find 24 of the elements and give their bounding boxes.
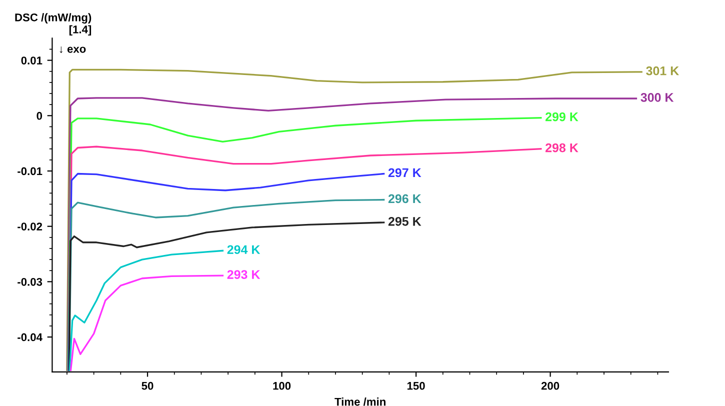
x-axis-title: Time /min xyxy=(334,398,386,406)
series-label: 298 K xyxy=(546,143,578,152)
series-label: 296 K xyxy=(388,194,422,204)
x-tick-label: 150 xyxy=(407,382,425,390)
y-tick-label: 0 xyxy=(36,112,42,120)
line-series xyxy=(70,274,224,372)
series-label: 297 K xyxy=(388,168,422,178)
x-tick-label: 100 xyxy=(273,382,291,390)
series-label: 299 K xyxy=(546,112,578,122)
x-tick-label: 200 xyxy=(541,382,560,390)
y-tick-label: -0.01 xyxy=(18,167,42,176)
series-label: 300 K xyxy=(640,92,674,102)
y-axis-title: DSC /(mW/mg) [1.4] xyxy=(15,13,92,36)
series-label: 301 K xyxy=(646,66,680,76)
line-series xyxy=(68,250,224,372)
x-tick-label: 50 xyxy=(142,382,154,390)
y-tick-label: -0.02 xyxy=(18,222,42,230)
annotation: ↓ exo xyxy=(60,46,86,54)
series-label: 294 K xyxy=(227,245,260,254)
series-label: 293 K xyxy=(227,270,260,279)
y-tick-label: 0.01 xyxy=(21,56,42,64)
y-tick-label: -0.03 xyxy=(18,278,42,286)
y-tick-label: -0.04 xyxy=(18,333,42,342)
series-label: 295 K xyxy=(388,216,422,226)
